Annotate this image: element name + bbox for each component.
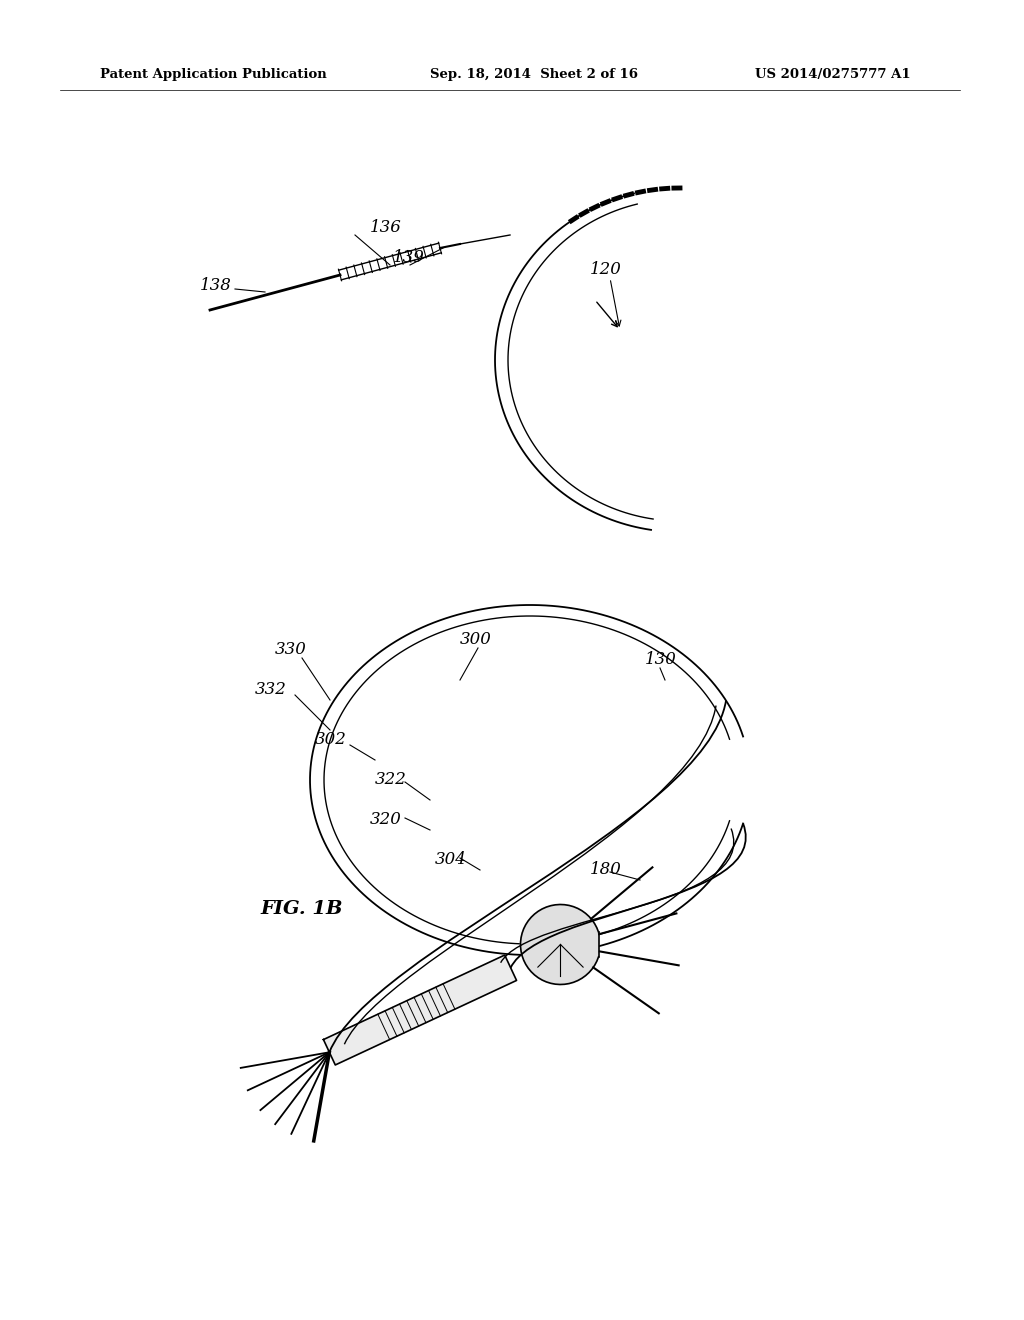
Text: 330: 330: [275, 642, 307, 659]
Text: 180: 180: [590, 862, 622, 879]
Text: Sep. 18, 2014  Sheet 2 of 16: Sep. 18, 2014 Sheet 2 of 16: [430, 69, 638, 81]
Text: 320: 320: [370, 812, 401, 829]
Text: 120: 120: [590, 261, 622, 279]
Polygon shape: [324, 956, 516, 1065]
Text: 322: 322: [375, 771, 407, 788]
Text: 304: 304: [435, 851, 467, 869]
Text: 300: 300: [460, 631, 492, 648]
Text: US 2014/0275777 A1: US 2014/0275777 A1: [755, 69, 910, 81]
Text: 139: 139: [393, 249, 425, 267]
Text: 138: 138: [200, 276, 231, 293]
Text: 136: 136: [370, 219, 401, 236]
Text: 332: 332: [255, 681, 287, 698]
Text: 130: 130: [645, 652, 677, 668]
Text: FIG. 1B: FIG. 1B: [260, 900, 342, 917]
Polygon shape: [520, 904, 598, 985]
Text: Patent Application Publication: Patent Application Publication: [100, 69, 327, 81]
Text: 302: 302: [315, 731, 347, 748]
